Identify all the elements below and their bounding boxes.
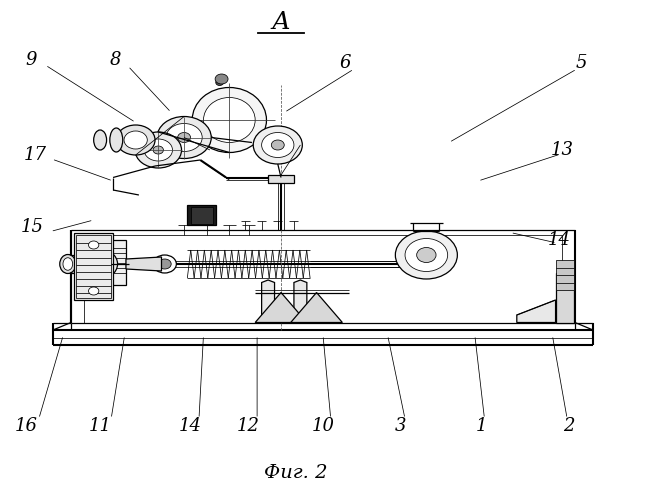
Bar (74, 232, 113, 300)
Circle shape (262, 132, 294, 158)
Ellipse shape (203, 98, 255, 142)
Circle shape (116, 125, 155, 155)
Bar (76, 235, 111, 298)
Bar (78, 240, 126, 285)
Ellipse shape (59, 254, 76, 274)
Circle shape (178, 132, 191, 142)
Text: 12: 12 (237, 417, 260, 435)
Text: 14: 14 (547, 231, 570, 249)
Circle shape (84, 254, 110, 274)
Circle shape (157, 116, 211, 158)
Text: 17: 17 (24, 146, 47, 164)
Circle shape (89, 287, 99, 295)
Bar (268, 175, 294, 182)
Circle shape (153, 255, 176, 273)
Ellipse shape (193, 88, 266, 152)
Circle shape (144, 139, 172, 161)
Bar (556, 260, 574, 290)
Text: 9: 9 (25, 51, 37, 69)
Circle shape (89, 241, 99, 249)
Polygon shape (262, 280, 275, 322)
Circle shape (253, 126, 302, 164)
Polygon shape (255, 292, 307, 322)
Text: 5: 5 (576, 54, 587, 72)
Polygon shape (126, 257, 162, 271)
Bar (191, 207, 213, 224)
Text: 11: 11 (89, 417, 112, 435)
Bar (187, 205, 216, 225)
Circle shape (135, 132, 182, 168)
Text: Фиг. 2: Фиг. 2 (264, 464, 328, 481)
Ellipse shape (63, 258, 72, 270)
Circle shape (166, 124, 202, 152)
Circle shape (76, 248, 118, 280)
Polygon shape (294, 280, 307, 322)
Text: 1: 1 (475, 417, 487, 435)
Text: 8: 8 (109, 51, 121, 69)
Circle shape (158, 259, 171, 269)
Text: 16: 16 (14, 417, 37, 435)
Polygon shape (517, 300, 556, 322)
Text: 2: 2 (563, 417, 574, 435)
Text: 15: 15 (21, 218, 44, 236)
Circle shape (215, 74, 228, 84)
Circle shape (124, 131, 147, 149)
Circle shape (271, 140, 284, 150)
Ellipse shape (110, 128, 123, 152)
Bar (556, 272, 574, 322)
Text: 10: 10 (311, 417, 335, 435)
Bar (71, 255, 84, 272)
Text: 13: 13 (550, 141, 574, 159)
Text: 3: 3 (395, 417, 406, 435)
Circle shape (153, 146, 163, 154)
Text: 14: 14 (179, 417, 202, 435)
Text: 6: 6 (340, 54, 351, 72)
Ellipse shape (94, 130, 107, 150)
Circle shape (92, 260, 102, 268)
Text: А: А (271, 11, 291, 34)
Circle shape (417, 248, 436, 262)
Circle shape (405, 238, 448, 272)
Circle shape (216, 80, 224, 86)
Polygon shape (291, 292, 342, 322)
Circle shape (395, 231, 457, 279)
